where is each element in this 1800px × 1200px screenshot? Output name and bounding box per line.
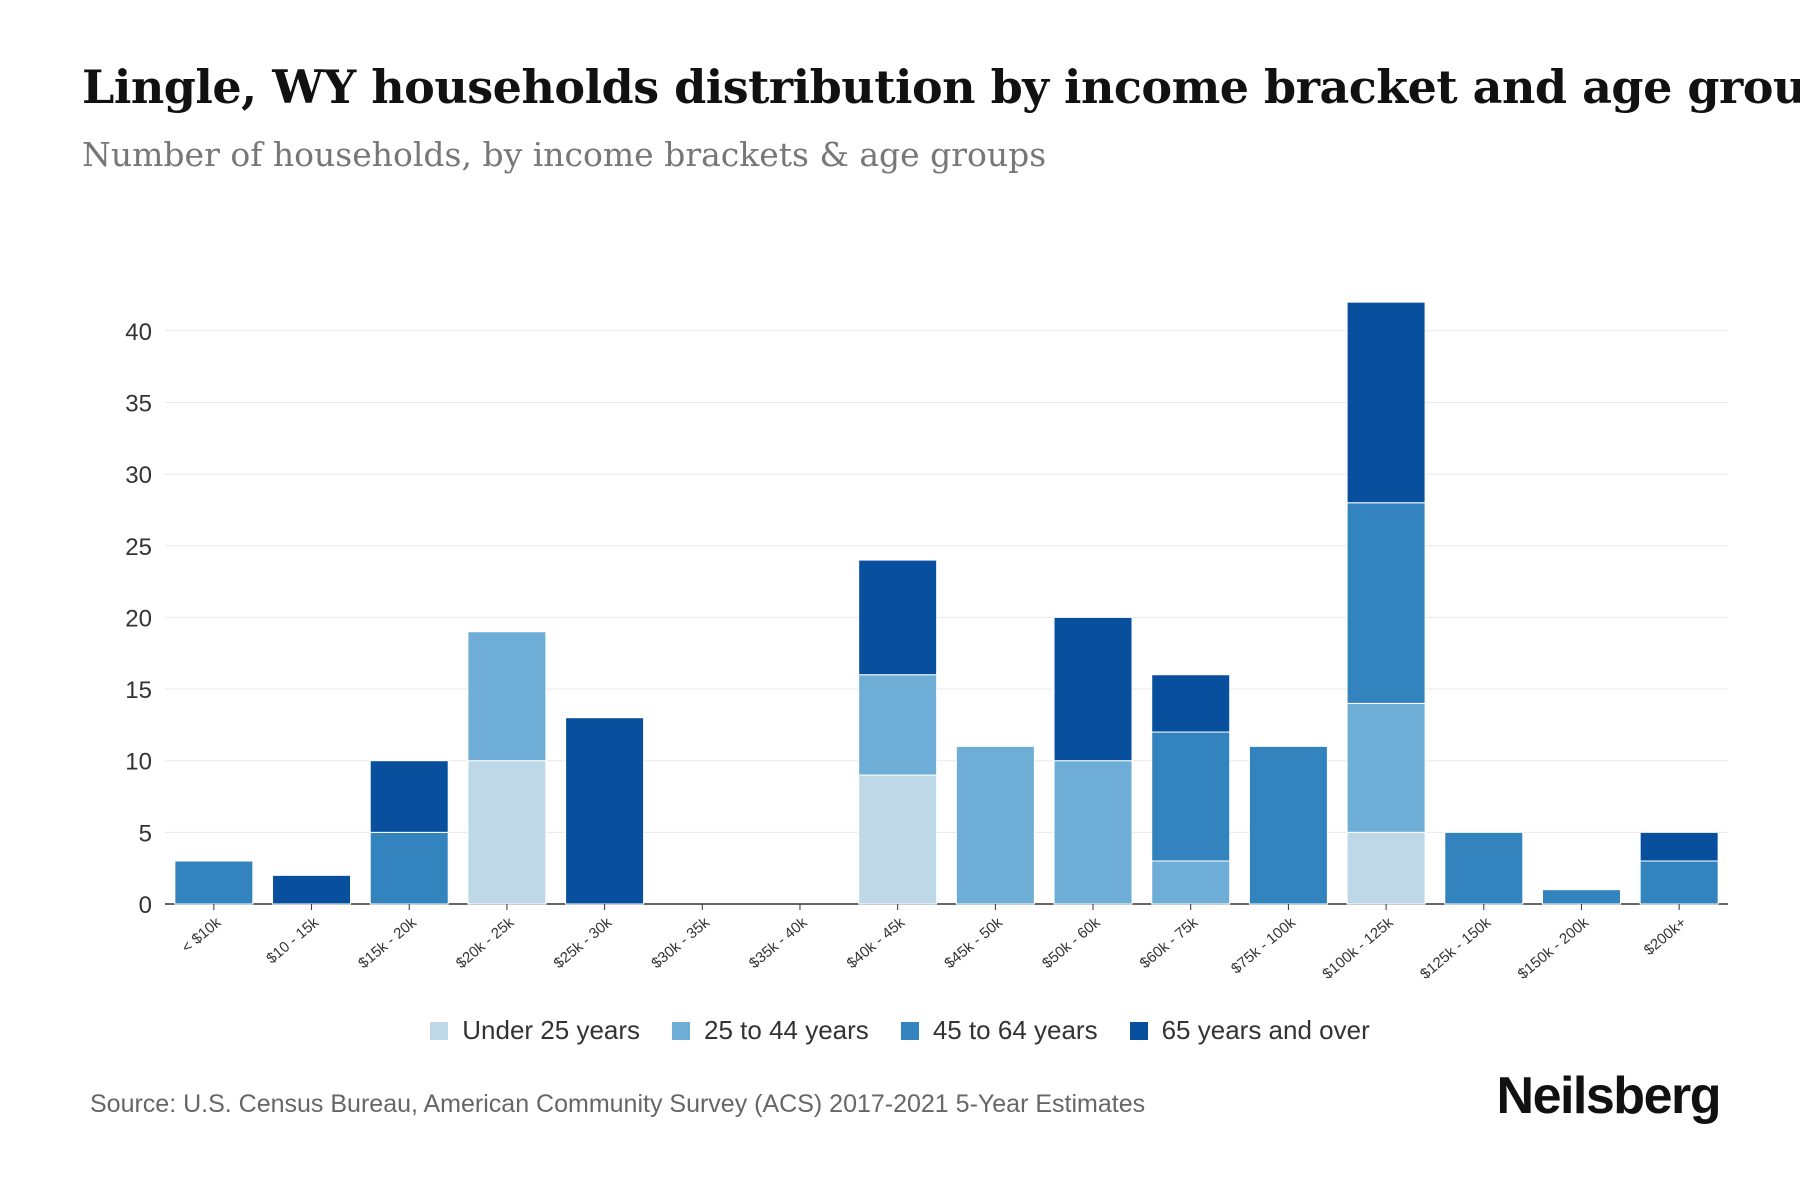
x-tick-label: $75k - 100k	[1228, 914, 1299, 978]
x-tick-label: $60k - 75k	[1137, 914, 1202, 972]
legend-label: 45 to 64 years	[932, 1015, 1098, 1045]
legend-item: 65 years and over	[1129, 1015, 1370, 1046]
legend-label: Under 25 years	[462, 1015, 641, 1045]
x-tick-label: $10 - 15k	[263, 914, 322, 968]
x-tick-label: < $10k	[179, 914, 225, 957]
legend-item: 25 to 44 years	[672, 1015, 869, 1046]
x-tick-label: $25k - 30k	[551, 914, 616, 972]
y-tick-label: 35	[125, 390, 152, 417]
bar-segment	[1248, 745, 1328, 905]
bar-segment	[174, 860, 254, 905]
bar-segment	[1541, 889, 1621, 905]
bar-segment	[1639, 831, 1719, 862]
bar-segment	[1444, 831, 1524, 905]
x-tick-label: $20k - 25k	[453, 914, 518, 972]
x-tick-label: $45k - 50k	[941, 914, 1006, 972]
x-tick-label: $30k - 35k	[648, 914, 713, 972]
bar-segment	[369, 760, 449, 833]
y-tick-label: 0	[139, 892, 152, 919]
bar-segment	[858, 774, 938, 905]
y-axis-ticks: 0 5 10 15 20 25 30 35 40	[125, 319, 152, 919]
y-tick-label: 25	[125, 534, 152, 561]
x-tick-label: $100k - 125k	[1319, 914, 1397, 983]
bar-segment	[955, 745, 1035, 905]
legend-swatch	[430, 1021, 449, 1040]
bar-segment	[1053, 616, 1133, 762]
x-axis-ticks: < $10k $10 - 15k $15k - 20k $20k - 25k $25k …	[179, 904, 1690, 983]
legend-swatch	[1129, 1021, 1148, 1040]
bar-segment	[369, 831, 449, 905]
x-tick-label: $200k+	[1641, 914, 1690, 959]
bar-segment	[1346, 702, 1426, 833]
y-tick-label: 10	[125, 749, 152, 776]
bar-segment	[1151, 674, 1231, 733]
legend-swatch	[672, 1021, 691, 1040]
y-tick-label: 30	[125, 462, 152, 489]
bar-segment	[1053, 760, 1133, 905]
stacked-bar-chart: 0 5 10 15 20 25 30 35 40 < $10k $10 - 15k $15k - 2…	[125, 301, 1728, 983]
bar-segment	[272, 874, 352, 905]
brand-logo: Neilsberg	[1496, 1067, 1722, 1125]
legend-item: 45 to 64 years	[900, 1015, 1098, 1046]
bars	[174, 301, 1719, 905]
bar-segment	[467, 760, 547, 905]
x-tick-label: $40k - 45k	[844, 914, 909, 972]
bar-segment	[1151, 860, 1231, 905]
chart-title: Lingle, WY households distribution by in…	[82, 60, 1800, 114]
bar-segment	[467, 631, 547, 762]
x-tick-label: $50k - 60k	[1039, 914, 1104, 972]
bar-segment	[858, 559, 938, 676]
x-tick-label: $15k - 20k	[355, 914, 420, 972]
x-tick-label: $125k - 150k	[1417, 914, 1495, 983]
bar-segment	[1639, 860, 1719, 905]
bar-segment	[858, 674, 938, 776]
bar-segment	[565, 717, 645, 905]
legend-label: 65 years and over	[1161, 1015, 1370, 1045]
x-tick-label: $35k - 40k	[746, 914, 811, 972]
legend-label: 25 to 44 years	[704, 1015, 869, 1045]
y-tick-label: 20	[125, 605, 152, 632]
bar-segment	[1346, 831, 1426, 905]
y-tick-label: 40	[125, 319, 152, 346]
source-note: Source: U.S. Census Bureau, American Com…	[90, 1090, 1146, 1118]
bar-segment	[1151, 731, 1231, 862]
legend-swatch	[900, 1021, 919, 1040]
legend: Under 25 years 25 to 44 years 45 to 64 yea…	[0, 1015, 1800, 1046]
bar-segment	[1346, 502, 1426, 704]
y-tick-label: 5	[139, 820, 152, 847]
chart-subtitle: Number of households, by income brackets…	[82, 135, 1047, 174]
x-tick-label: $150k - 200k	[1515, 914, 1593, 983]
y-tick-label: 15	[125, 677, 152, 704]
legend-item: Under 25 years	[430, 1015, 640, 1046]
bar-segment	[1346, 301, 1426, 504]
